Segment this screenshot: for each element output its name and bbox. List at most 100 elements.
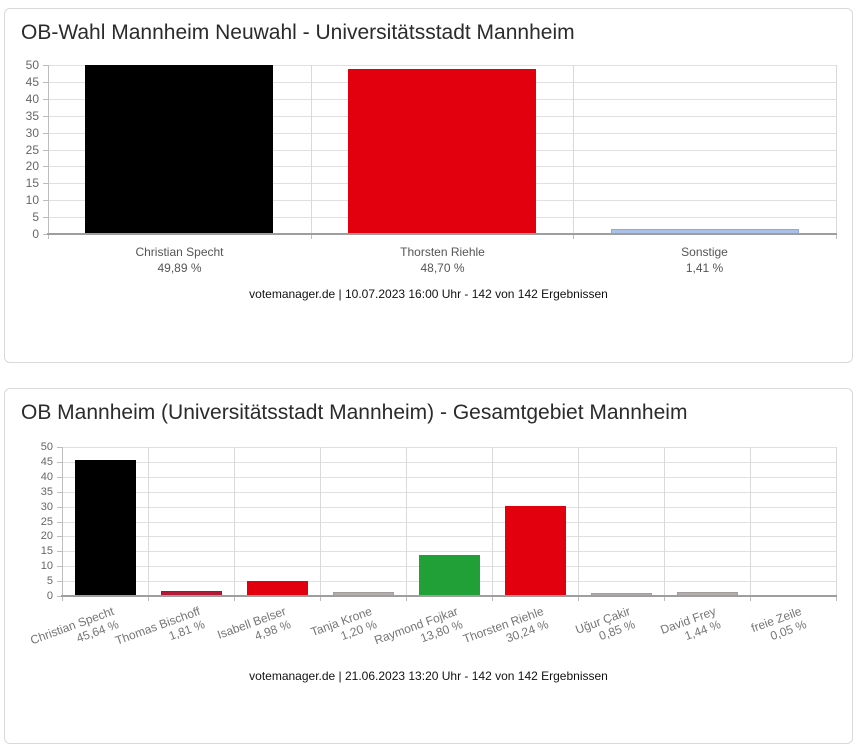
y-axis-tick-label: 45 xyxy=(40,456,53,468)
category-value: 1,41 % xyxy=(685,261,724,275)
bar-chart-neuwahl: 0 5 10 15 20 25 30 35 40 45 50 Christian Specht 49,8… xyxy=(5,9,852,362)
category-name: Christian Specht xyxy=(135,245,224,259)
plot-right-border xyxy=(836,447,837,596)
x-axis-tick xyxy=(578,596,579,601)
y-axis-tick-label: 20 xyxy=(40,530,53,542)
y-axis-tick xyxy=(43,200,48,201)
bar xyxy=(85,65,273,234)
y-axis-tick-label: 50 xyxy=(40,441,53,453)
bar xyxy=(505,506,566,596)
y-axis-tick-label: 15 xyxy=(25,176,39,190)
y-axis-tick xyxy=(57,536,62,537)
y-axis-tick-label: 45 xyxy=(25,75,39,89)
chart-title-neuwahl: OB-Wahl Mannheim Neuwahl - Universitätss… xyxy=(21,21,575,44)
gridline xyxy=(62,492,836,493)
x-axis-tick xyxy=(406,596,407,601)
category-separator xyxy=(148,447,149,596)
chart-source-caption: votemanager.de | 21.06.2023 13:20 Uhr - … xyxy=(249,669,608,683)
x-category-label: Thomas Bischoff 1,81 % xyxy=(113,604,206,661)
category-name: Sonstige xyxy=(681,245,728,259)
gridline xyxy=(62,462,836,463)
x-axis-tick xyxy=(836,596,837,601)
x-category-label: Christian Specht 49,89 % xyxy=(48,244,311,276)
x-axis-line xyxy=(61,595,837,597)
category-separator xyxy=(750,447,751,596)
chart-card-neuwahl: OB-Wahl Mannheim Neuwahl - Universitätss… xyxy=(4,8,853,363)
y-axis-tick-label: 35 xyxy=(25,109,39,123)
y-axis-tick-label: 25 xyxy=(40,516,53,528)
bar xyxy=(348,69,536,234)
bar-chart-gesamtgebiet: 0 5 10 15 20 25 30 35 40 45 50 Christian Specht 45,6… xyxy=(5,389,852,743)
y-axis-tick xyxy=(43,82,48,83)
y-axis-tick xyxy=(57,522,62,523)
y-axis-tick xyxy=(43,166,48,167)
bar xyxy=(247,581,308,596)
x-axis-tick xyxy=(234,596,235,601)
x-category-label: Isabell Belser 4,98 % xyxy=(215,604,292,655)
bar xyxy=(419,555,480,596)
x-axis-tick xyxy=(492,596,493,601)
x-axis-tick xyxy=(148,596,149,601)
category-separator xyxy=(573,65,574,234)
y-axis-tick xyxy=(43,183,48,184)
y-axis-tick xyxy=(57,551,62,552)
category-separator xyxy=(311,65,312,234)
category-value: 49,89 % xyxy=(157,261,202,275)
x-category-label: Thorsten Riehle 48,70 % xyxy=(311,244,574,276)
y-axis-tick xyxy=(43,99,48,100)
category-separator xyxy=(578,447,579,596)
gridline xyxy=(62,522,836,523)
gridline xyxy=(62,536,836,537)
plot-right-border xyxy=(836,65,837,234)
y-axis-tick-label: 5 xyxy=(46,575,53,587)
y-axis-tick xyxy=(57,447,62,448)
x-axis-tick xyxy=(48,234,49,239)
y-axis-tick xyxy=(57,477,62,478)
gridline xyxy=(62,447,836,448)
x-category-label: Sonstige 1,41 % xyxy=(573,244,836,276)
y-axis-tick xyxy=(43,65,48,66)
category-name: Thorsten Riehle xyxy=(400,245,485,259)
y-axis-tick xyxy=(43,217,48,218)
category-separator xyxy=(320,447,321,596)
y-axis-tick xyxy=(43,150,48,151)
y-axis-tick xyxy=(57,566,62,567)
x-axis-line xyxy=(47,233,837,235)
x-category-label: David Frey 1,44 % xyxy=(658,604,722,650)
x-axis-tick xyxy=(836,234,837,239)
x-category-label: Tanja Krone 1,20 % xyxy=(309,604,379,652)
gridline xyxy=(62,507,836,508)
x-category-label: Thorsten Riehle 30,24 % xyxy=(461,604,550,659)
y-axis-line xyxy=(48,65,49,234)
x-category-label: Raymond Fojkar 13,80 % xyxy=(372,604,464,660)
y-axis-tick xyxy=(57,507,62,508)
y-axis-tick-label: 30 xyxy=(40,501,53,513)
chart-source-caption: votemanager.de | 10.07.2023 16:00 Uhr - … xyxy=(249,287,608,301)
y-axis-tick xyxy=(43,133,48,134)
x-axis-tick xyxy=(311,234,312,239)
y-axis-tick xyxy=(57,462,62,463)
y-axis-tick-label: 35 xyxy=(40,486,53,498)
gridline xyxy=(62,551,836,552)
category-separator xyxy=(406,447,407,596)
y-axis-tick-label: 20 xyxy=(25,159,39,173)
y-axis-tick-label: 25 xyxy=(25,143,39,157)
y-axis-tick-label: 50 xyxy=(25,58,39,72)
y-axis-tick xyxy=(57,596,62,597)
y-axis-line xyxy=(62,447,63,596)
category-separator xyxy=(234,447,235,596)
y-axis-tick-label: 40 xyxy=(40,471,53,483)
gridline xyxy=(48,65,836,66)
y-axis-tick xyxy=(57,492,62,493)
x-axis-tick xyxy=(62,596,63,601)
y-axis-tick-label: 15 xyxy=(40,545,53,557)
x-category-label: Christian Specht 45,64 % xyxy=(28,604,120,660)
y-axis-tick-label: 10 xyxy=(25,193,39,207)
category-value: 48,70 % xyxy=(420,261,465,275)
x-category-label: Uğur Çakir 0,85 % xyxy=(573,604,636,650)
x-axis-tick xyxy=(320,596,321,601)
y-axis-tick-label: 40 xyxy=(25,92,39,106)
bar xyxy=(75,460,136,596)
y-axis-tick xyxy=(43,234,48,235)
x-axis-tick xyxy=(750,596,751,601)
